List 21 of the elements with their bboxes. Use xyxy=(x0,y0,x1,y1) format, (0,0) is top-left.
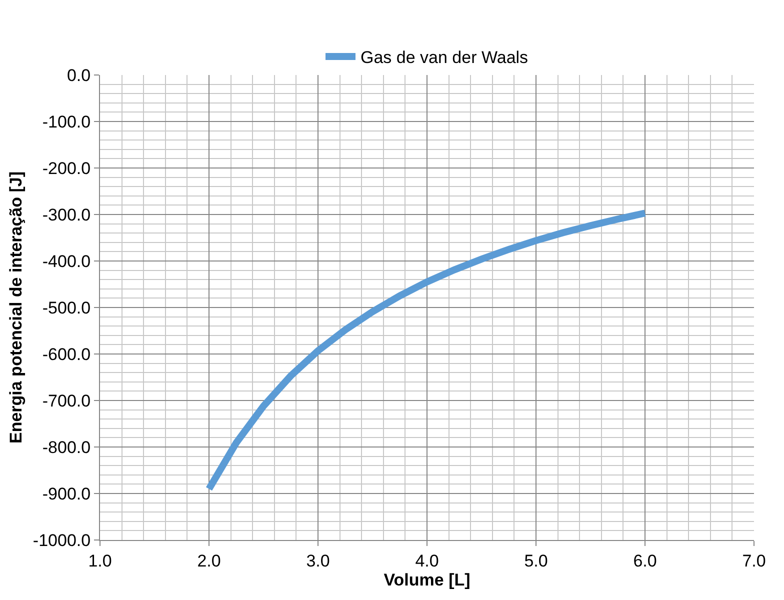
x-tick-label: 1.0 xyxy=(88,551,112,570)
x-tick-label: 6.0 xyxy=(633,551,657,570)
x-axis-title: Volume [L] xyxy=(384,570,470,590)
x-tick-label: 2.0 xyxy=(197,551,221,570)
y-tick-label: -800.0 xyxy=(42,438,91,457)
y-tick-label: -900.0 xyxy=(42,484,91,504)
y-tick-label: -100.0 xyxy=(42,112,91,132)
x-tick-label: 5.0 xyxy=(524,551,548,570)
y-tick-label: -400.0 xyxy=(42,252,91,271)
y-tick-label: -200.0 xyxy=(42,158,91,178)
x-tick-label: 3.0 xyxy=(306,551,330,570)
y-tick-label: -300.0 xyxy=(42,205,91,224)
legend-label: Gas de van der Waals xyxy=(360,48,528,68)
y-tick-label: -500.0 xyxy=(42,298,91,318)
y-axis-title: Energia potencial de interação [J] xyxy=(6,171,26,444)
y-tick-label: -700.0 xyxy=(42,391,91,410)
y-tick-label: 0.0 xyxy=(66,66,91,85)
x-tick-label: 4.0 xyxy=(415,551,439,570)
y-tick-label: -600.0 xyxy=(42,344,91,364)
x-tick-label: 7.0 xyxy=(742,551,766,570)
y-tick-label: -1000.0 xyxy=(32,530,91,550)
